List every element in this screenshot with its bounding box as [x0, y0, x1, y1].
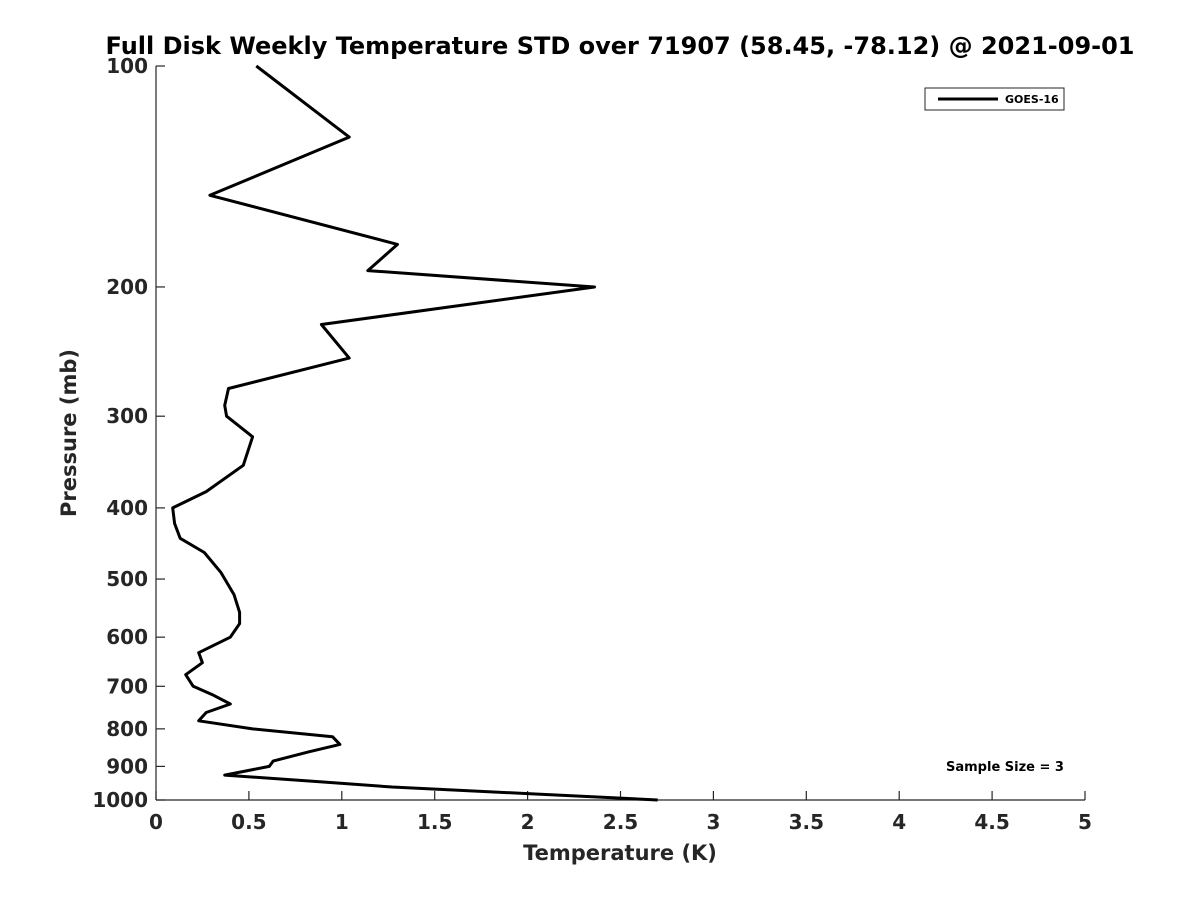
x-tick-label: 2.5 — [603, 810, 638, 834]
y-tick-label: 1000 — [92, 788, 148, 812]
x-tick-label: 3 — [706, 810, 720, 834]
y-tick-label: 600 — [106, 625, 148, 649]
x-axis-label: Temperature (K) — [523, 841, 717, 865]
legend-label-goes-16: GOES-16 — [1005, 93, 1059, 106]
x-tick-label: 1 — [335, 810, 349, 834]
x-ticks: 0 0.5 1 1.5 2 2.5 3 3.5 4 4.5 5 — [149, 791, 1092, 834]
y-tick-label: 100 — [106, 54, 148, 78]
y-tick-label: 200 — [106, 275, 148, 299]
y-tick-label: 300 — [106, 404, 148, 428]
x-tick-label: 2 — [521, 810, 535, 834]
chart-title: Full Disk Weekly Temperature STD over 71… — [106, 32, 1135, 60]
y-tick-label: 500 — [106, 567, 148, 591]
y-tick-label: 400 — [106, 496, 148, 520]
x-tick-label: 3.5 — [789, 810, 824, 834]
y-tick-label: 900 — [106, 754, 148, 778]
y-ticks: 100 200 300 400 500 600 700 800 900 1000 — [92, 54, 165, 812]
legend: GOES-16 — [924, 87, 1065, 111]
x-tick-label: 0 — [149, 810, 163, 834]
plot-area: 0 0.5 1 1.5 2 2.5 3 3.5 4 4.5 5 100 200 300 400 500 600… — [92, 54, 1092, 834]
series-layer — [171, 64, 658, 802]
x-tick-label: 0.5 — [231, 810, 266, 834]
x-tick-label: 4 — [892, 810, 906, 834]
y-tick-label: 700 — [106, 674, 148, 698]
y-tick-label: 800 — [106, 717, 148, 741]
x-tick-label: 5 — [1078, 810, 1092, 834]
x-tick-label: 4.5 — [974, 810, 1009, 834]
series-line-goes-16 — [171, 64, 658, 802]
y-axis-label: Pressure (mb) — [57, 349, 81, 517]
sample-size-annotation: Sample Size = 3 — [946, 760, 1064, 775]
x-tick-label: 1.5 — [417, 810, 452, 834]
